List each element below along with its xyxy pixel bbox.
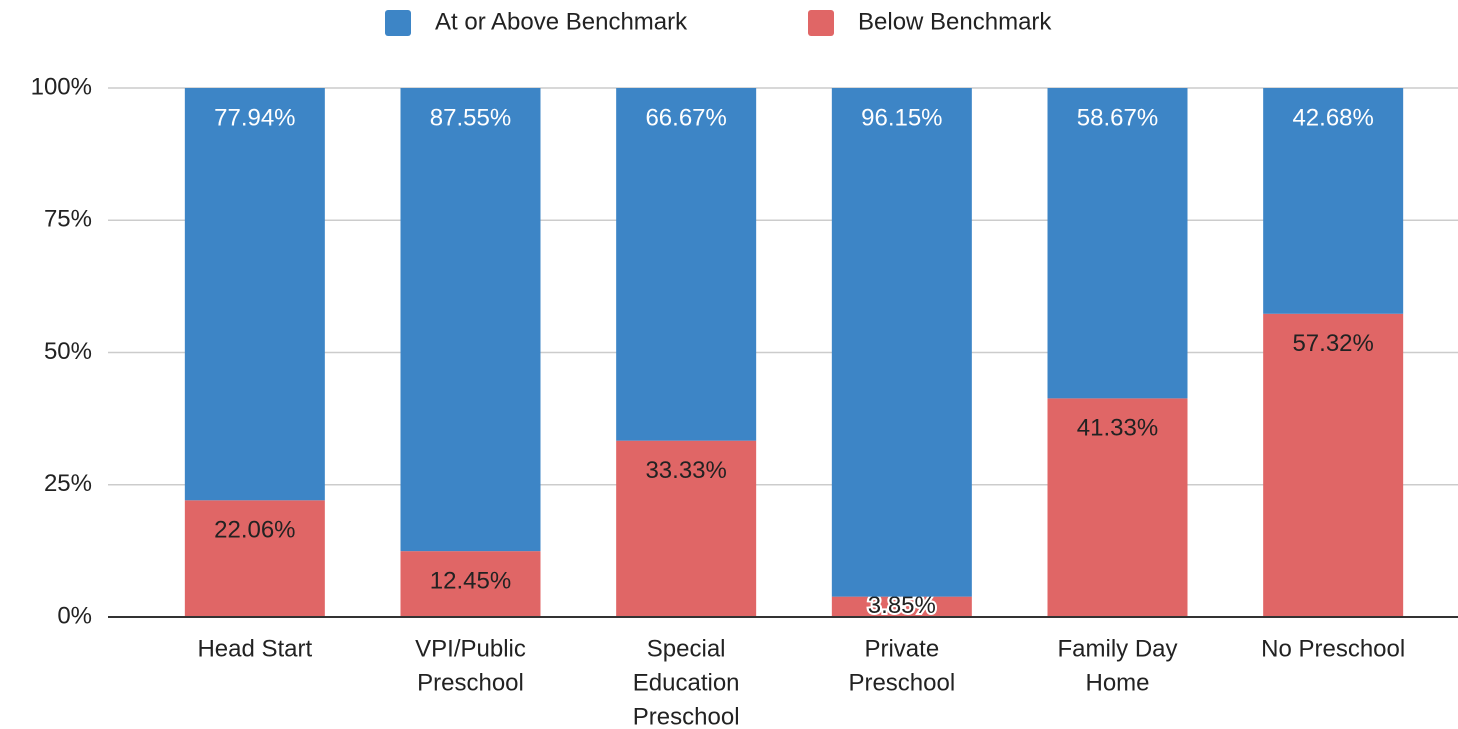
bar-segment — [1263, 88, 1404, 314]
y-tick-label: 0% — [57, 602, 92, 629]
value-label: 66.67% — [645, 104, 726, 131]
x-tick-label: Preschool — [417, 669, 524, 696]
value-label: 41.33% — [1077, 415, 1158, 442]
bar-segment — [831, 88, 972, 597]
value-label: 42.68% — [1292, 104, 1373, 131]
bar-segment — [184, 88, 325, 501]
value-label: 57.32% — [1292, 330, 1373, 357]
bar-segment — [1047, 88, 1188, 399]
x-tick-label: VPI/Public — [415, 635, 526, 662]
y-tick-label: 50% — [44, 338, 92, 365]
bar-segment — [400, 551, 541, 617]
legend-label: Below Benchmark — [858, 8, 1052, 35]
legend-swatch — [808, 10, 834, 36]
x-tick-label: Family Day — [1057, 635, 1177, 662]
legend-swatch — [385, 10, 411, 36]
value-label: 22.06% — [214, 517, 295, 544]
bar-segment — [1263, 313, 1404, 617]
value-label: 77.94% — [214, 104, 295, 131]
bar-segment — [616, 440, 757, 617]
x-tick-label: No Preschool — [1261, 635, 1405, 662]
value-label: 58.67% — [1077, 104, 1158, 131]
x-tick-label: Head Start — [197, 635, 312, 662]
y-tick-label: 100% — [31, 73, 92, 100]
bar-segment — [400, 88, 541, 552]
bar-segment — [184, 500, 325, 617]
bar-segment — [831, 596, 972, 617]
x-tick-label: Preschool — [848, 669, 955, 696]
x-tick-label: Private — [864, 635, 939, 662]
bar-segment — [616, 88, 757, 441]
bar-segment — [1047, 398, 1188, 617]
x-tick-label: Home — [1085, 669, 1149, 696]
y-tick-label: 25% — [44, 470, 92, 497]
value-label: 87.55% — [430, 104, 511, 131]
value-label: 12.45% — [430, 567, 511, 594]
value-label: 96.15% — [861, 104, 942, 131]
x-tick-label: Preschool — [633, 703, 740, 729]
y-tick-label: 75% — [44, 206, 92, 233]
x-tick-label: Special — [647, 635, 726, 662]
x-tick-label: Education — [633, 669, 740, 696]
value-label: 33.33% — [645, 457, 726, 484]
legend-label: At or Above Benchmark — [435, 8, 688, 35]
